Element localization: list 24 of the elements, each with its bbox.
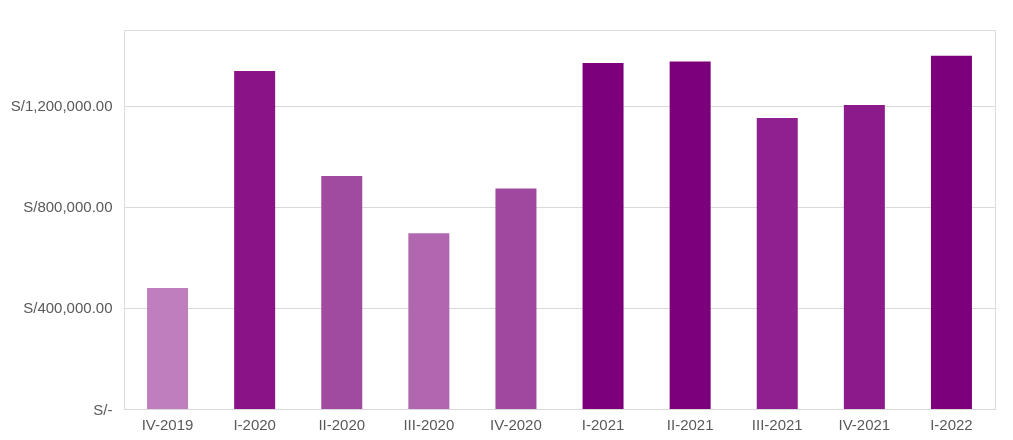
y-tick-label: S/800,000.00 — [23, 198, 113, 216]
bar — [582, 63, 624, 409]
y-tick-label: S/400,000.00 — [23, 299, 113, 317]
y-tick-label: S/1,200,000.00 — [10, 97, 113, 115]
x-tick-label: I-2021 — [581, 415, 625, 433]
x-tick-label: II-2021 — [666, 415, 714, 433]
x-tick-label: IV-2021 — [838, 415, 891, 433]
bar — [147, 287, 189, 409]
bar — [930, 55, 972, 409]
bar — [234, 70, 276, 409]
bar — [321, 176, 363, 409]
y-tick-label: S/- — [93, 400, 113, 418]
bar — [843, 105, 885, 409]
x-tick-label: I-2020 — [233, 415, 276, 433]
x-tick-label: III-2020 — [403, 415, 455, 433]
x-tick-label: IV-2020 — [490, 415, 542, 433]
x-tick-label: II-2020 — [318, 415, 366, 433]
bar — [495, 188, 537, 409]
bar — [408, 233, 450, 409]
x-tick-label: III-2021 — [751, 415, 803, 433]
bar — [669, 61, 711, 409]
bar — [756, 117, 798, 409]
x-tick-label: I-2022 — [930, 415, 973, 433]
x-tick-label: IV-2019 — [141, 415, 194, 433]
